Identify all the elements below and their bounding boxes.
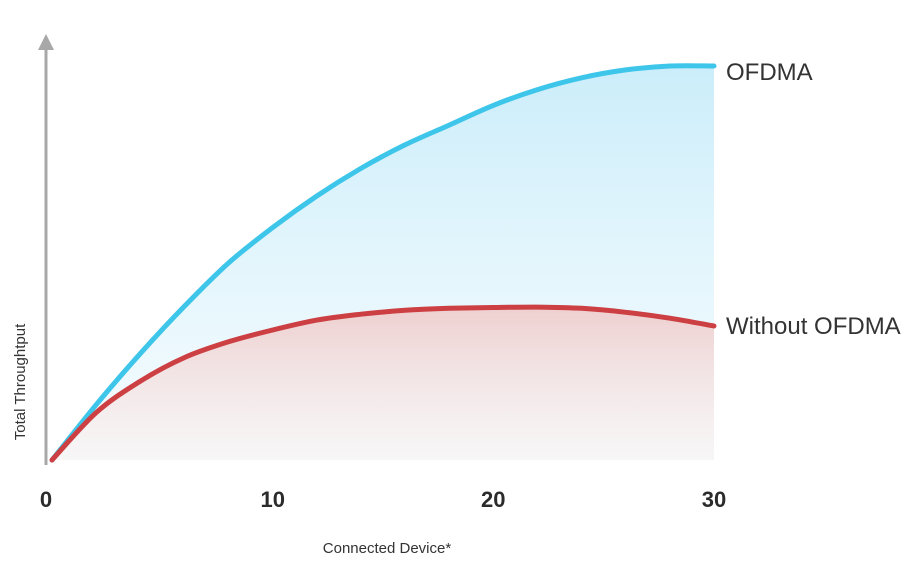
series-label-1: OFDMA <box>726 59 813 86</box>
x-tick-label: 30 <box>702 487 726 512</box>
y-axis-arrow-icon <box>38 34 54 50</box>
x-tick-label: 0 <box>40 487 52 512</box>
series-line-2 <box>49 304 717 463</box>
series-area-2 <box>52 307 714 460</box>
x-tick-labels: 0 10 20 30 <box>40 487 726 512</box>
series-label-2: Without OFDMA <box>726 313 901 340</box>
series-lines <box>49 63 717 463</box>
series-labels: OFDMA Without OFDMA <box>726 59 901 340</box>
series-fills <box>52 65 714 460</box>
series-line-1 <box>49 63 717 463</box>
x-tick-label: 20 <box>481 487 505 512</box>
x-axis-label: Connected Device* <box>323 540 452 557</box>
x-tick-label: 10 <box>260 487 284 512</box>
y-axis-label: Total Throughtput <box>12 323 29 440</box>
